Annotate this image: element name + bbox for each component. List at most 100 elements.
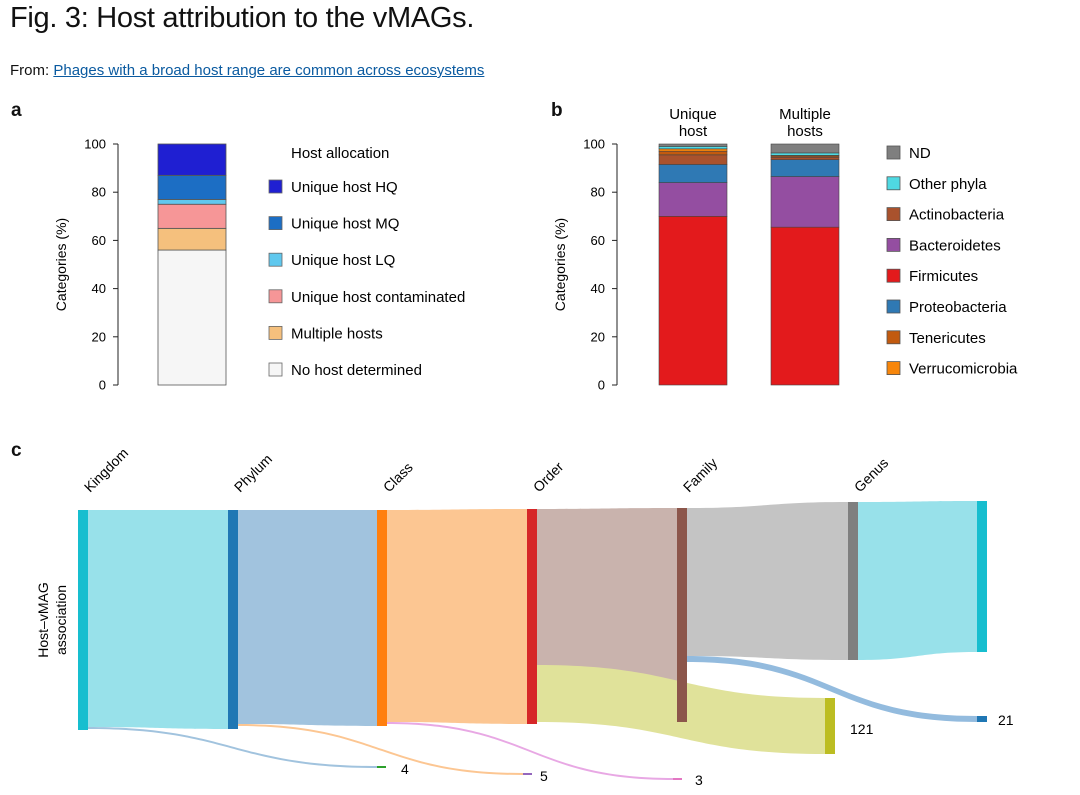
bar-segment-proteobacteria (770, 159, 840, 177)
bar-segment-unique-host-mq (157, 174, 227, 200)
legend-label: Verrucomicrobia (909, 361, 1018, 378)
legend-swatch (886, 207, 901, 222)
level-label: Class (380, 459, 416, 495)
dropout-count-label: 21 (998, 712, 1014, 728)
category-label: host (679, 123, 708, 140)
y-axis-label: Categories (%) (53, 218, 69, 311)
legend-swatch (886, 299, 901, 314)
level-label: Order (530, 458, 567, 495)
bar-segment-firmicutes (658, 216, 728, 386)
legend-title: Host allocation (291, 145, 389, 162)
dropout-count-label: 121 (850, 721, 874, 737)
page-title: Fig. 3: Host attribution to the vMAGs. (10, 2, 475, 34)
bar-segment-proteobacteria (658, 164, 728, 183)
bar-segment-verrucomicrobia (658, 148, 728, 152)
legend-label: Actinobacteria (909, 207, 1005, 224)
y-axis-label: Categories (%) (552, 218, 568, 311)
bar-segment-nd (658, 143, 728, 147)
sankey-dropout-flow (238, 724, 523, 775)
source-article-link[interactable]: Phages with a broad host range are commo… (53, 62, 485, 79)
y-tick-label: 20 (92, 329, 106, 344)
bar-segment-firmicutes (770, 226, 840, 386)
level-label: Genus (851, 455, 891, 495)
y-tick-label: 0 (598, 378, 605, 393)
legend-swatch (886, 145, 901, 160)
legend-label: Bacteroidetes (909, 237, 1001, 254)
sankey-node-genus (848, 502, 858, 660)
sankey-dropout-flow (88, 727, 377, 768)
bar-segment-nd (770, 143, 840, 154)
y-tick-label: 20 (591, 329, 605, 344)
bar-segment-other-phyla (658, 146, 728, 150)
legend-swatch (268, 325, 283, 340)
sankey-flow-kingdom (88, 510, 228, 729)
sankey-dropout-flow (387, 722, 673, 780)
bar-segment-bacteroidetes (770, 176, 840, 228)
legend-label: Multiple hosts (291, 325, 383, 342)
legend-label: Proteobacteria (909, 299, 1007, 316)
dropout-count-label: 4 (401, 761, 409, 777)
bar-segment-multiple-hosts (157, 227, 227, 251)
sankey-flow-class (387, 509, 527, 724)
dropout-count-label: 3 (695, 772, 703, 788)
bar-segment-unique-host-contaminated (157, 203, 227, 229)
legend-swatch (886, 268, 901, 283)
sankey-flow-phylum (238, 510, 377, 726)
y-tick-label: 60 (92, 233, 106, 248)
legend-swatch (886, 237, 901, 252)
panel-label-c: c (11, 440, 22, 461)
bar-segment-bacteroidetes (658, 182, 728, 217)
sankey-flow-genus (858, 501, 977, 660)
source-line: From: Phages with a broad host range are… (10, 62, 484, 79)
sankey-node-family (677, 508, 687, 722)
sankey-node-kingdom (78, 510, 88, 730)
y-tick-label: 100 (583, 137, 605, 152)
category-label: hosts (787, 123, 823, 140)
bar-segment-no-host-determined (157, 249, 227, 386)
legend-swatch (268, 179, 283, 194)
legend-label: Unique host contaminated (291, 289, 465, 306)
level-label: Phylum (231, 451, 275, 495)
level-label: Family (680, 455, 720, 495)
legend-label: ND (909, 145, 931, 162)
sankey-node-class (377, 510, 387, 726)
panel-label-a: a (11, 100, 22, 121)
y-tick-label: 60 (591, 233, 605, 248)
y-axis-label: association (53, 585, 69, 655)
category-label: Unique (669, 106, 717, 123)
sankey-dropout-node (977, 716, 987, 722)
source-prefix: From: (10, 62, 50, 79)
sankey-node-order (527, 509, 537, 724)
legend-label: Tenericutes (909, 330, 986, 347)
legend-swatch (268, 289, 283, 304)
y-tick-label: 80 (92, 185, 106, 200)
y-tick-label: 40 (92, 281, 106, 296)
sankey-dropout-node (377, 766, 386, 768)
sankey-dropout-flow (687, 656, 977, 722)
category-label: Multiple (779, 106, 831, 123)
panel-label-b: b (551, 100, 563, 121)
bar-segment-unique-host-hq (157, 143, 227, 176)
sankey-node-phylum (228, 510, 238, 729)
sankey-dropout-node (523, 773, 532, 775)
level-label: Kingdom (81, 445, 131, 495)
bar-segment-actinobacteria (658, 154, 728, 165)
legend-label: Unique host MQ (291, 216, 399, 233)
bar-segment-actinobacteria (770, 156, 840, 160)
y-tick-label: 40 (591, 281, 605, 296)
legend-swatch (268, 362, 283, 377)
y-tick-label: 100 (84, 137, 106, 152)
legend-swatch (268, 216, 283, 231)
legend-swatch (886, 330, 901, 345)
bar-segment-other-phyla (770, 152, 840, 156)
legend-label: Unique host HQ (291, 179, 398, 196)
y-tick-label: 0 (99, 378, 106, 393)
legend-swatch (268, 252, 283, 267)
legend-swatch (886, 176, 901, 191)
sankey-flow-family (687, 502, 848, 660)
y-axis-label: Host–vMAG (35, 582, 51, 657)
legend-label: Firmicutes (909, 268, 978, 285)
legend-label: Other phyla (909, 176, 987, 193)
legend-label: No host determined (291, 362, 422, 379)
